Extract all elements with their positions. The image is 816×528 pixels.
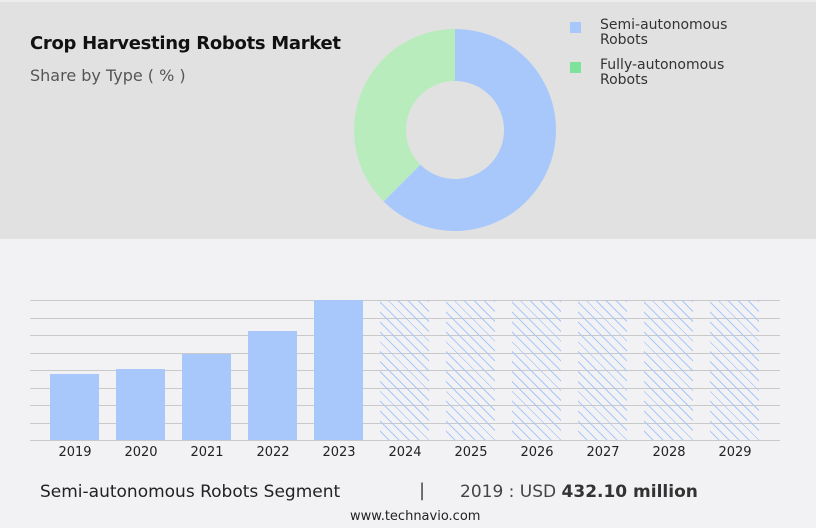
segment-value-prefix: 2019 : USD <box>460 482 562 502</box>
bar-2021 <box>182 354 231 440</box>
bar-2023 <box>314 300 363 440</box>
segment-value: 2019 : USD 432.10 million <box>460 482 698 502</box>
x-axis-label: 2024 <box>388 445 422 460</box>
bar-2026 <box>512 300 561 440</box>
x-axis-label: 2029 <box>718 445 752 460</box>
bar-2019 <box>50 374 99 440</box>
x-axis-label: 2020 <box>124 445 158 460</box>
bar-2025 <box>446 300 495 440</box>
segment-value-amount: 432.10 million <box>561 482 698 502</box>
legend-label: Semi-autonomous Robots <box>600 17 728 48</box>
chart-title: Crop Harvesting Robots Market <box>30 33 341 54</box>
x-axis-label: 2026 <box>520 445 554 460</box>
donut-chart <box>354 29 556 232</box>
bar-chart: 2019 2020 2021 2022 2023 2024 2025 2026 2027 2028… <box>0 239 816 479</box>
donut-slice-fully-autonomous-robots <box>354 29 455 202</box>
x-axis-label: 2021 <box>190 445 224 460</box>
bar-2020 <box>116 369 165 440</box>
bar-2024 <box>380 300 429 440</box>
x-axis-label: 2023 <box>322 445 356 460</box>
x-axis-label: 2022 <box>256 445 290 460</box>
x-axis-label: 2019 <box>58 445 92 460</box>
segment-label: Semi-autonomous Robots Segment <box>40 482 341 502</box>
share-panel: Crop Harvesting Robots Market Share by T… <box>0 0 816 239</box>
bar-2022 <box>248 331 297 440</box>
legend-swatch-icon <box>570 22 581 33</box>
bar-2028 <box>644 300 693 440</box>
bar-2027 <box>578 300 627 440</box>
chart-subtitle: Share by Type ( % ) <box>30 66 186 85</box>
x-axis-label: 2028 <box>652 445 686 460</box>
segment-panel: 2019 2020 2021 2022 2023 2024 2025 2026 2027 2028… <box>0 239 816 528</box>
legend-label: Fully-autonomous Robots <box>600 57 725 88</box>
x-axis-label: 2027 <box>586 445 620 460</box>
legend-swatch-icon <box>570 62 581 73</box>
x-axis-label: 2025 <box>454 445 488 460</box>
website-link[interactable]: www.technavio.com <box>350 509 481 524</box>
footer-separator: | <box>419 480 426 501</box>
gridline <box>30 440 780 441</box>
bar-2029 <box>710 300 759 440</box>
donut-slice-semi-autonomous-robots <box>383 29 556 232</box>
